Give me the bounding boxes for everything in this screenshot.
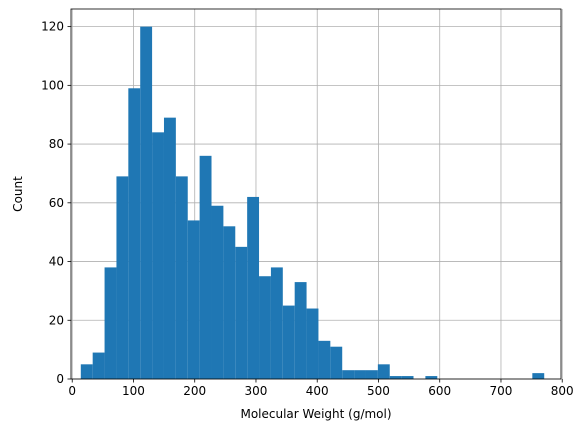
histogram-bar <box>306 308 319 379</box>
histogram-bar <box>401 376 414 379</box>
x-tick-label: 700 <box>490 384 513 398</box>
histogram-bar <box>270 267 283 379</box>
x-tick-label: 100 <box>122 384 145 398</box>
histogram-bars <box>80 26 545 380</box>
histogram-bar <box>342 370 355 379</box>
histogram-bar <box>532 373 545 379</box>
y-tick-label: 20 <box>49 313 64 327</box>
y-tick-label: 100 <box>41 78 64 92</box>
histogram-bar <box>377 364 390 379</box>
histogram-bar <box>235 246 248 379</box>
x-tick-label: 600 <box>428 384 451 398</box>
histogram-bar <box>140 26 153 379</box>
axes-frame <box>70 8 562 380</box>
y-tick-label: 120 <box>41 20 64 34</box>
x-tick-label: 500 <box>367 384 390 398</box>
axis-tick-labels: 0 100 200 300 400 500 600 700 800 0 20 40 60 80 100 120 <box>41 20 573 398</box>
histogram-bar <box>365 370 378 379</box>
x-tick-label: 800 <box>551 384 573 398</box>
x-axis-label: Molecular Weight (g/mol) <box>240 407 391 421</box>
histogram-bar <box>92 352 105 379</box>
x-tick-label: 300 <box>245 384 268 398</box>
y-tick-label: 40 <box>49 255 64 269</box>
histogram-bar <box>223 226 236 379</box>
histogram-bar <box>354 370 366 379</box>
histogram-bar <box>187 220 200 379</box>
histogram-bar <box>175 176 188 379</box>
y-axis-label: Count <box>11 176 25 212</box>
histogram-bar <box>211 205 224 379</box>
histogram-bar <box>116 176 129 379</box>
histogram-bar <box>330 346 343 379</box>
histogram-bar <box>425 376 438 379</box>
x-tick-label: 400 <box>306 384 329 398</box>
histogram-bar <box>128 88 141 380</box>
histogram-bar <box>80 364 93 379</box>
histogram-bar <box>152 132 164 379</box>
histogram-bar <box>294 282 307 379</box>
x-tick-label: 0 <box>68 384 76 398</box>
histogram-bar <box>104 267 117 379</box>
histogram-bar <box>199 155 212 379</box>
histogram-bar <box>282 305 295 379</box>
axis-ticks <box>67 26 563 383</box>
histogram-bar <box>247 196 260 379</box>
x-tick-label: 200 <box>183 384 206 398</box>
histogram-bar <box>163 117 176 380</box>
histogram-bar <box>389 376 402 379</box>
y-tick-label: 80 <box>49 137 64 151</box>
y-tick-label: 0 <box>56 372 64 386</box>
histogram-bar <box>318 340 331 379</box>
y-tick-label: 60 <box>49 196 64 210</box>
histogram-bar <box>259 276 271 379</box>
